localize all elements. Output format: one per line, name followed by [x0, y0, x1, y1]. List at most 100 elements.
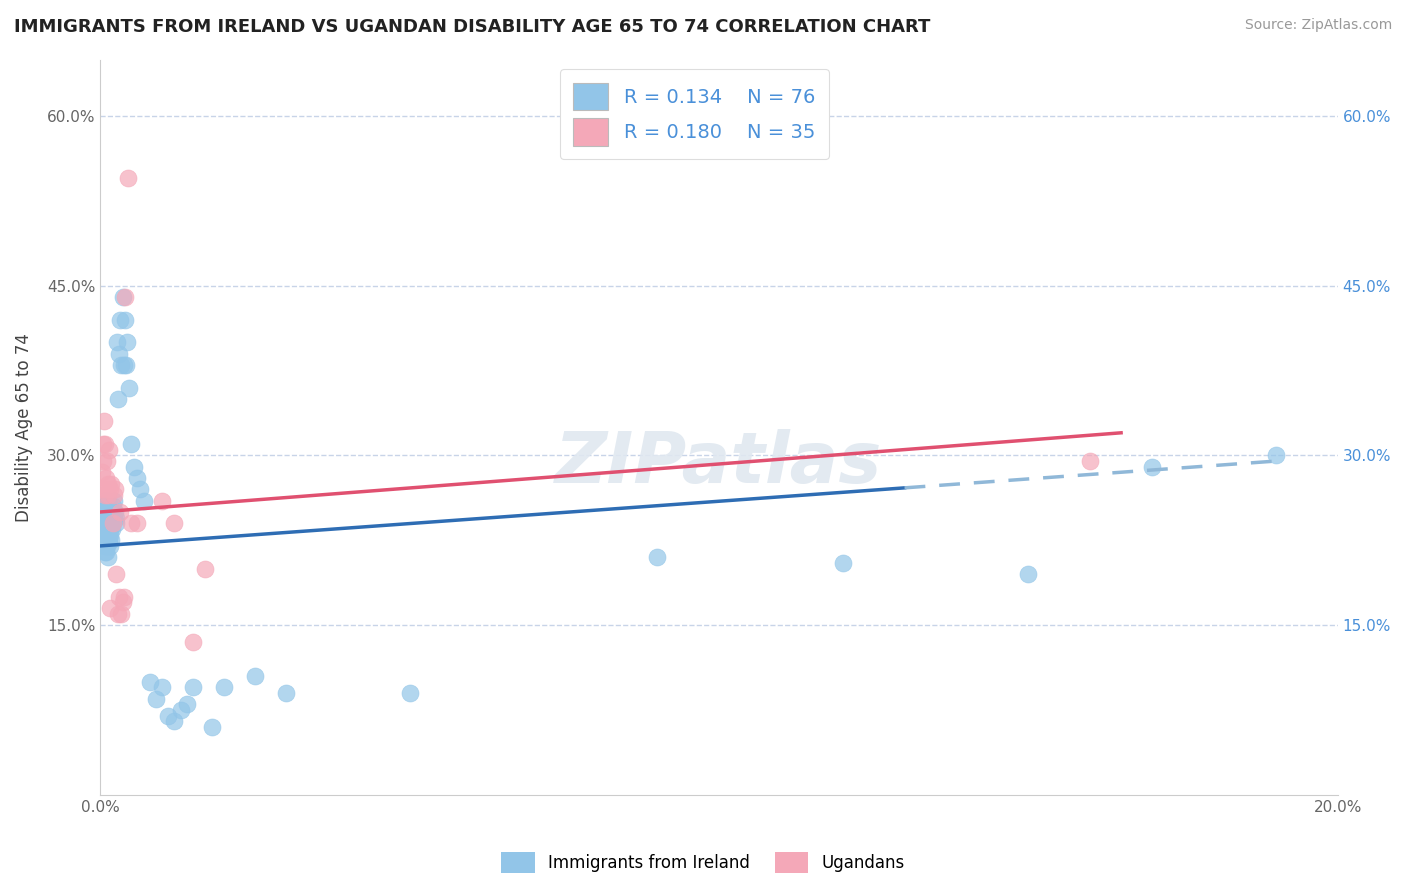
Point [90, 483, 112, 497]
Point [96, 522, 118, 536]
Point [96, 544, 118, 558]
Point [181, 680, 204, 694]
Point [93, 454, 115, 468]
Point [398, 686, 420, 700]
Point [163, 714, 186, 729]
Point [100, 476, 122, 491]
Point [93, 527, 115, 541]
Point [212, 680, 235, 694]
Point [105, 510, 128, 524]
Point [120, 516, 142, 531]
Y-axis label: Disability Age 65 to 74: Disability Age 65 to 74 [15, 333, 32, 522]
Point [101, 522, 124, 536]
Point [274, 686, 297, 700]
Point [94, 522, 117, 536]
Point [98, 483, 121, 497]
Point [117, 335, 139, 350]
Point [91, 466, 114, 480]
Point [101, 516, 124, 531]
Point [112, 590, 135, 604]
Point [97, 510, 120, 524]
Point [90, 505, 112, 519]
Point [108, 312, 131, 326]
Point [117, 171, 139, 186]
Point [104, 505, 127, 519]
Point [115, 358, 138, 372]
Point [132, 493, 155, 508]
Point [93, 415, 115, 429]
Point [98, 527, 121, 541]
Point [105, 335, 128, 350]
Point [97, 488, 120, 502]
Point [93, 539, 115, 553]
Point [93, 522, 115, 536]
Point [1264, 449, 1286, 463]
Point [100, 516, 122, 531]
Point [201, 720, 224, 734]
Point [98, 522, 121, 536]
Point [107, 607, 129, 621]
Point [145, 691, 167, 706]
Point [181, 635, 204, 649]
Point [103, 500, 125, 514]
Point [97, 533, 120, 548]
Point [110, 607, 132, 621]
Point [93, 500, 115, 514]
Point [96, 516, 118, 531]
Point [120, 437, 142, 451]
Point [124, 459, 146, 474]
Point [194, 561, 217, 575]
Point [91, 522, 114, 536]
Point [118, 380, 141, 394]
Point [103, 493, 125, 508]
Point [112, 358, 135, 372]
Legend: R = 0.134    N = 76, R = 0.180    N = 35: R = 0.134 N = 76, R = 0.180 N = 35 [560, 70, 828, 160]
Point [111, 290, 134, 304]
Point [108, 346, 131, 360]
Point [831, 556, 853, 570]
Point [93, 488, 115, 502]
Point [103, 510, 125, 524]
Point [104, 516, 127, 531]
Point [127, 471, 149, 485]
Point [93, 510, 115, 524]
Point [645, 550, 668, 565]
Point [94, 527, 117, 541]
Point [110, 358, 132, 372]
Point [96, 500, 118, 514]
Point [97, 550, 120, 565]
Point [96, 539, 118, 553]
Point [97, 527, 120, 541]
Point [94, 510, 117, 524]
Point [104, 483, 127, 497]
Point [97, 493, 120, 508]
Point [103, 488, 125, 502]
Point [108, 505, 131, 519]
Point [93, 493, 115, 508]
Point [94, 437, 117, 451]
Point [107, 392, 129, 406]
Point [127, 516, 149, 531]
Point [150, 680, 173, 694]
Text: IMMIGRANTS FROM IRELAND VS UGANDAN DISABILITY AGE 65 TO 74 CORRELATION CHART: IMMIGRANTS FROM IRELAND VS UGANDAN DISAB… [14, 18, 931, 36]
Point [150, 493, 173, 508]
Point [91, 437, 114, 451]
Point [97, 516, 120, 531]
Point [93, 505, 115, 519]
Point [96, 454, 118, 468]
Point [97, 442, 120, 457]
Point [163, 516, 186, 531]
Point [100, 510, 122, 524]
Text: Source: ZipAtlas.com: Source: ZipAtlas.com [1244, 18, 1392, 32]
Point [170, 703, 193, 717]
Text: ZIPatlas: ZIPatlas [555, 429, 883, 499]
Point [108, 590, 131, 604]
Point [157, 708, 180, 723]
Point [139, 674, 162, 689]
Point [94, 533, 117, 548]
Point [98, 505, 121, 519]
Point [105, 567, 128, 582]
Legend: Immigrants from Ireland, Ugandans: Immigrants from Ireland, Ugandans [495, 846, 911, 880]
Point [129, 483, 152, 497]
Point [91, 516, 114, 531]
